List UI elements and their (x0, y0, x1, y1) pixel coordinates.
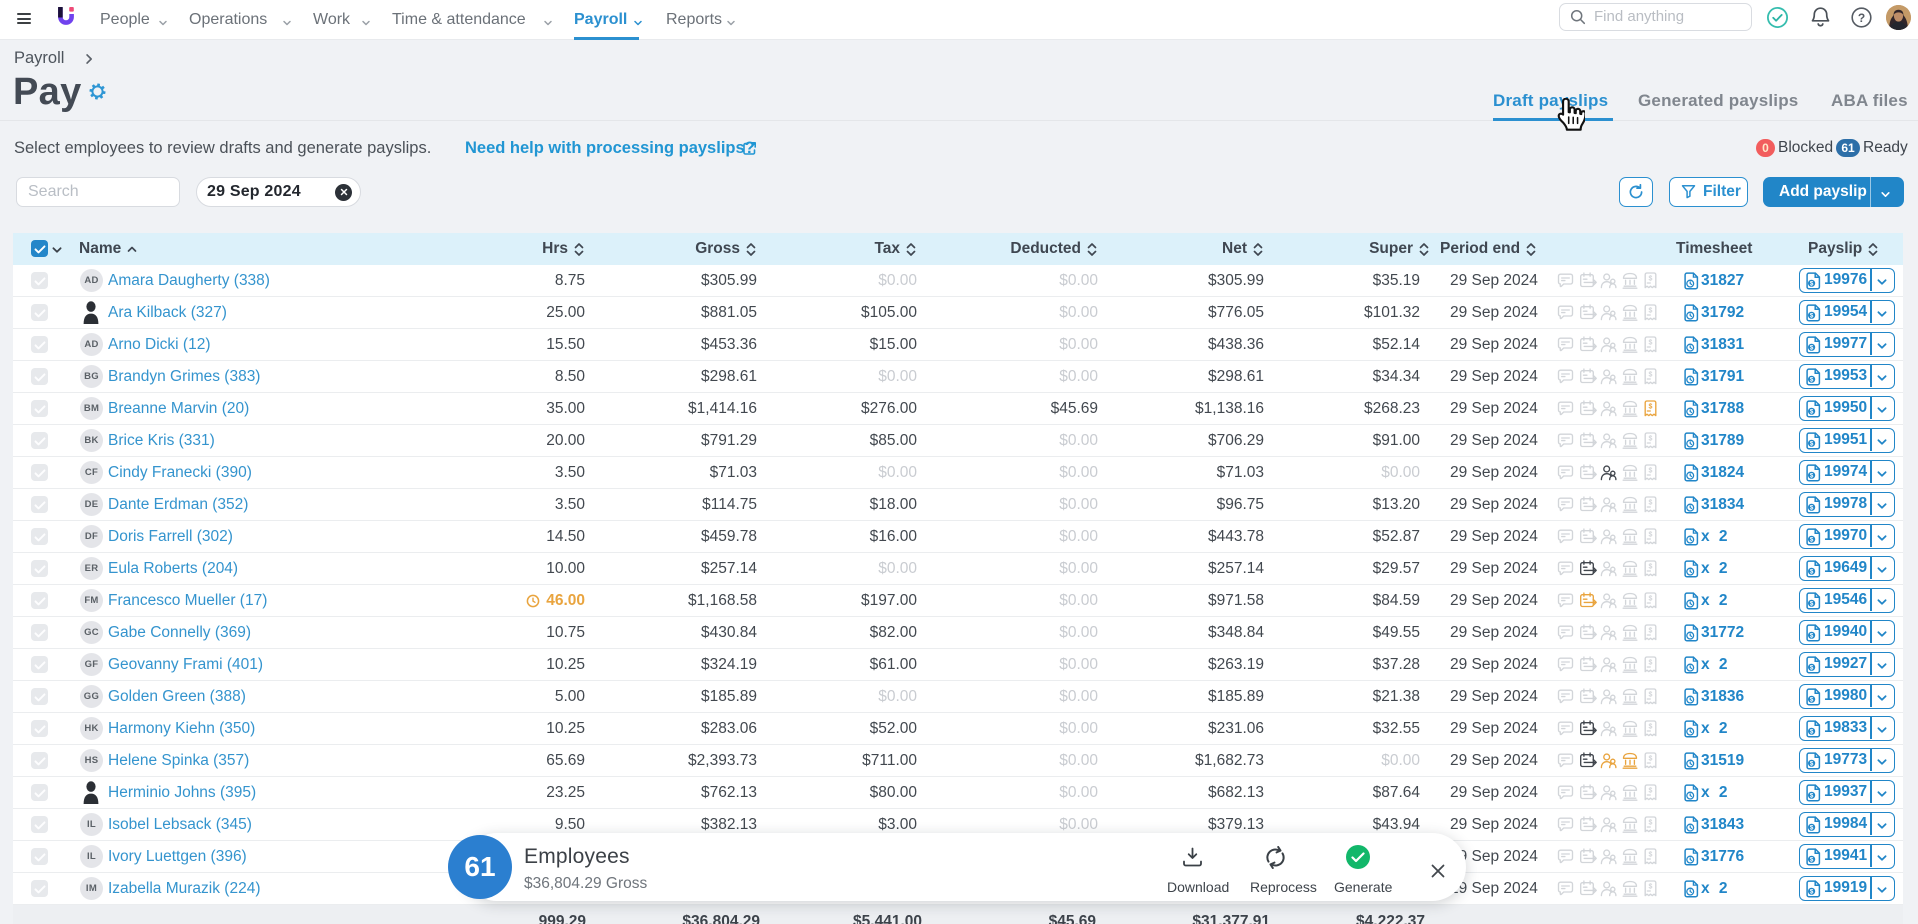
svg-text:$: $ (1810, 312, 1814, 319)
svg-text:$: $ (1810, 856, 1814, 863)
svg-text:$: $ (1649, 531, 1653, 538)
svg-text:$: $ (1810, 408, 1814, 415)
svg-text:$: $ (1810, 824, 1814, 831)
svg-text:?: ? (1858, 11, 1865, 25)
svg-text:$: $ (1649, 403, 1653, 410)
svg-text:$: $ (1649, 371, 1653, 378)
svg-text:$: $ (1649, 435, 1653, 442)
svg-text:$: $ (1810, 792, 1814, 799)
svg-text:$: $ (1649, 563, 1653, 570)
svg-text:$: $ (1810, 888, 1814, 895)
svg-text:$: $ (1810, 280, 1814, 287)
svg-text:$: $ (1649, 339, 1653, 346)
svg-text:$: $ (1810, 696, 1814, 703)
svg-text:$: $ (1649, 851, 1653, 858)
svg-text:$: $ (1649, 883, 1653, 890)
svg-text:$: $ (1649, 723, 1653, 730)
svg-text:$: $ (1649, 275, 1653, 282)
svg-text:$: $ (1649, 627, 1653, 634)
svg-text:$: $ (1810, 600, 1814, 607)
svg-text:$: $ (1649, 691, 1653, 698)
svg-text:$: $ (1810, 536, 1814, 543)
svg-text:$: $ (1810, 728, 1814, 735)
svg-text:$: $ (1810, 472, 1814, 479)
svg-text:$: $ (1810, 568, 1814, 575)
svg-text:$: $ (1810, 504, 1814, 511)
svg-text:$: $ (1810, 440, 1814, 447)
svg-text:$: $ (1649, 787, 1653, 794)
svg-text:$: $ (1649, 499, 1653, 506)
svg-text:$: $ (1649, 659, 1653, 666)
svg-text:$: $ (1810, 376, 1814, 383)
svg-text:$: $ (1649, 595, 1653, 602)
svg-text:$: $ (1810, 344, 1814, 351)
svg-text:$: $ (1810, 760, 1814, 767)
svg-text:$: $ (1649, 467, 1653, 474)
svg-text:$: $ (1810, 632, 1814, 639)
svg-text:$: $ (1649, 307, 1653, 314)
svg-text:$: $ (1810, 664, 1814, 671)
svg-text:$: $ (1649, 819, 1653, 826)
svg-text:$: $ (1649, 755, 1653, 762)
